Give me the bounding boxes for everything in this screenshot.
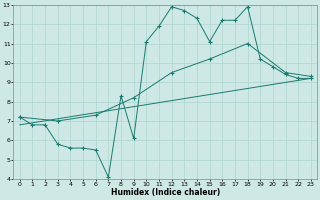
- X-axis label: Humidex (Indice chaleur): Humidex (Indice chaleur): [111, 188, 220, 197]
